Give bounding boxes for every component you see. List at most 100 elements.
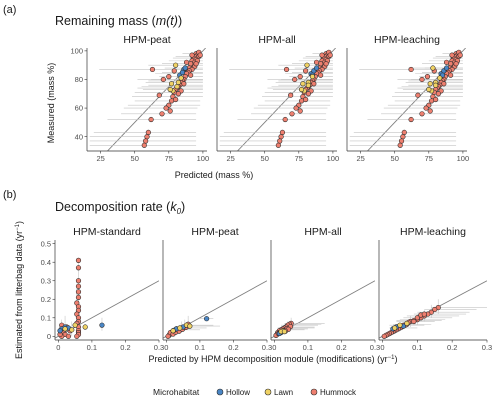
data-point-hollow — [179, 69, 186, 75]
legend-swatch-hollow — [216, 388, 224, 396]
x-tick-label: 0.1 — [87, 343, 97, 352]
y-tick-label: 0 — [47, 332, 51, 341]
data-point-hummock — [303, 68, 309, 74]
x-tick-label: 0 — [272, 343, 276, 352]
data-point-hummock — [289, 111, 295, 117]
data-point-lawn — [404, 320, 410, 326]
data-point-hummock — [414, 315, 420, 321]
x-tick-label: 0.2 — [228, 343, 238, 352]
data-point-hummock — [141, 142, 147, 148]
data-point-hummock — [148, 116, 154, 123]
data-point-hummock — [75, 283, 82, 289]
x-tick-label: 0 — [380, 343, 384, 352]
x-tick-label: 50 — [131, 154, 139, 163]
y-tick-label: 0.1 — [41, 313, 51, 322]
data-point-hummock — [156, 92, 162, 98]
x-tick-label: 0.1 — [195, 343, 205, 352]
data-point-hollow — [99, 322, 105, 328]
x-tick-label: 0.1 — [303, 343, 313, 352]
data-point-hummock — [288, 92, 294, 98]
data-point-hollow — [57, 328, 63, 334]
facet-data — [163, 280, 267, 339]
data-point-hummock — [283, 66, 290, 73]
data-point-lawn — [397, 322, 403, 328]
data-point-lawn — [304, 62, 310, 68]
facet-title: HPM-peat — [191, 226, 238, 238]
data-point-hummock — [189, 52, 195, 58]
data-point-lawn — [426, 86, 432, 93]
legend-swatch-lawn — [264, 388, 272, 396]
data-point-lawn — [69, 327, 75, 333]
panel-a-y-axis-title: Measured (mass %) — [46, 63, 56, 144]
data-point-hollow — [313, 65, 320, 71]
data-point-hummock — [449, 52, 455, 58]
x-tick-label: 0.2 — [336, 343, 346, 352]
data-point-lawn — [178, 75, 184, 81]
data-point-hummock — [313, 59, 320, 65]
data-point-hummock — [381, 333, 387, 339]
facet-hpm-all: HPM-all 0 0.1 0.2 0.3 — [270, 226, 380, 352]
data-point-hummock — [292, 76, 298, 83]
data-point-hummock — [423, 105, 429, 111]
data-point-hummock — [74, 333, 80, 339]
facet-hpm-leaching: HPM-leaching 25 50 75 100 — [346, 34, 469, 163]
data-point-hummock — [457, 52, 463, 58]
data-point-lawn — [170, 328, 176, 334]
data-point-hummock — [428, 98, 435, 104]
data-point-hummock — [143, 138, 149, 144]
y-tick-label: 80 — [75, 75, 83, 84]
x-tick-label: 0.3 — [482, 343, 492, 352]
data-point-hollow — [182, 65, 188, 71]
data-point-lawn — [437, 75, 443, 81]
data-point-hummock — [419, 111, 425, 117]
facet-title: HPM-leaching — [400, 226, 466, 238]
data-point-hummock — [421, 311, 427, 317]
facet-data — [89, 48, 206, 151]
data-point-lawn — [62, 326, 68, 332]
data-point-hummock — [323, 61, 329, 67]
facet-title: HPM-standard — [73, 226, 141, 238]
facet-title: HPM-all — [258, 34, 295, 46]
data-point-hummock — [197, 52, 203, 58]
data-point-hummock — [188, 72, 194, 78]
data-point-lawn — [173, 62, 179, 68]
data-point-lawn — [174, 84, 180, 90]
data-point-lawn — [281, 329, 288, 335]
data-point-lawn — [167, 86, 173, 93]
data-point-lawn — [175, 79, 181, 85]
panel-a-x-axis-title: Predicted (mass %) — [175, 170, 254, 180]
data-point-hummock — [277, 138, 283, 144]
panel-a-title: Remaining mass (m(t)) — [55, 14, 182, 28]
data-point-hummock — [168, 98, 175, 104]
data-point-hummock — [297, 74, 303, 80]
x-tick-label: 75 — [165, 154, 173, 163]
data-point-hummock — [448, 72, 454, 78]
data-point-lawn — [168, 81, 175, 87]
x-tick-label: 0.1 — [412, 343, 422, 352]
data-point-hummock — [319, 52, 325, 58]
data-point-hummock — [167, 108, 173, 114]
facet-data — [349, 48, 466, 151]
data-point-hummock — [282, 116, 288, 123]
data-point-hummock — [411, 318, 417, 325]
data-point-hummock — [419, 76, 425, 83]
data-point-hummock — [165, 333, 171, 339]
x-tick-label: 0.3 — [370, 343, 380, 352]
y-tick-label: 0.4 — [41, 258, 51, 267]
data-point-hummock — [424, 74, 431, 80]
panel-b-letter: (b) — [3, 189, 16, 201]
data-point-hummock — [293, 105, 299, 111]
data-point-hummock — [159, 111, 165, 117]
x-tick-label: 0.2 — [447, 343, 457, 352]
data-point-lawn — [392, 325, 398, 331]
data-point-hummock — [327, 52, 333, 58]
data-point-hummock — [318, 72, 324, 78]
data-point-hollow — [204, 316, 210, 322]
data-point-hummock — [65, 333, 72, 339]
legend-label-hollow: Hollow — [226, 388, 250, 397]
facet-data — [379, 280, 487, 339]
data-point-lawn — [433, 82, 439, 88]
data-point-hummock — [305, 91, 311, 97]
facet-background — [347, 48, 467, 151]
